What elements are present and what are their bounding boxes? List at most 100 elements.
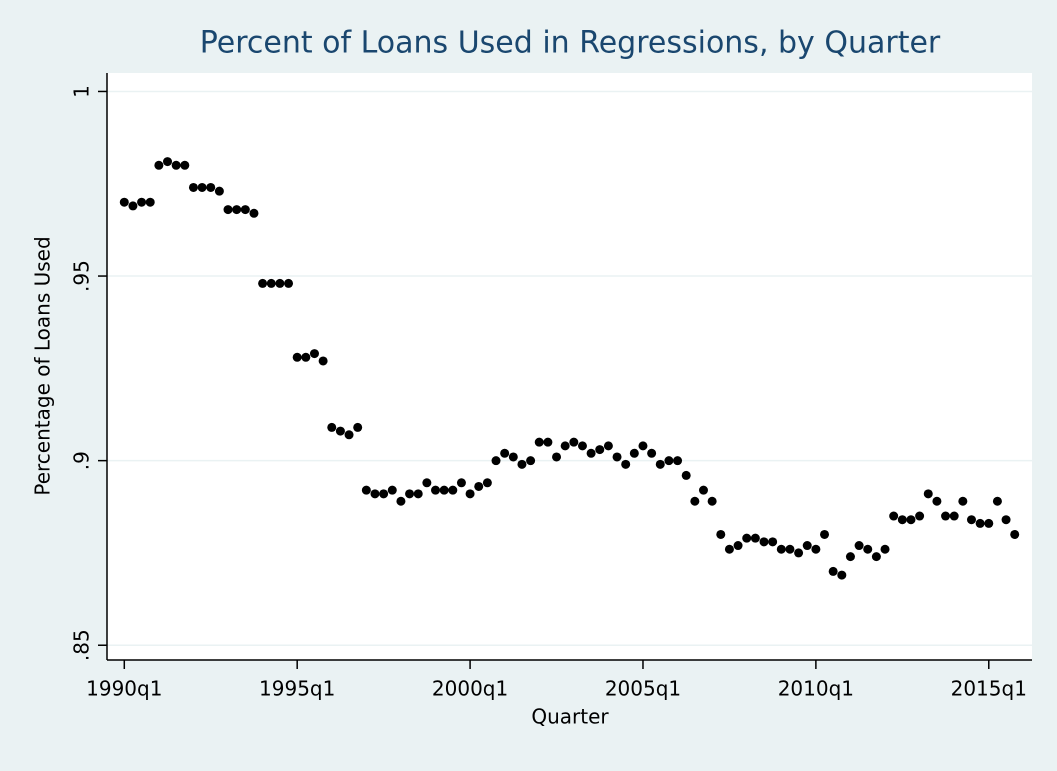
data-point — [249, 208, 259, 218]
data-point — [301, 352, 311, 362]
data-point — [353, 422, 363, 432]
x-tick-label: 2015q1 — [951, 677, 1027, 701]
data-point — [802, 541, 812, 551]
data-point — [318, 356, 328, 366]
y-tick-label: .85 — [70, 629, 94, 661]
data-point — [871, 552, 881, 562]
data-point — [958, 496, 968, 506]
data-point — [526, 456, 536, 466]
data-point — [923, 489, 933, 499]
data-point — [448, 485, 458, 495]
data-point — [180, 160, 190, 170]
data-point — [897, 515, 907, 525]
data-point — [854, 541, 864, 551]
y-tick-label: .9 — [70, 451, 94, 470]
data-point — [949, 511, 959, 521]
data-point — [586, 448, 596, 458]
data-point — [344, 430, 354, 440]
data-point — [258, 278, 268, 288]
data-point — [474, 481, 484, 491]
data-point — [163, 157, 173, 167]
data-point — [240, 205, 250, 215]
data-point — [128, 201, 138, 211]
x-tick-label: 2005q1 — [605, 677, 681, 701]
data-point — [482, 478, 492, 488]
data-point — [517, 459, 527, 469]
data-point — [785, 544, 795, 554]
data-point — [569, 437, 579, 447]
data-point — [716, 529, 726, 539]
data-point — [188, 182, 198, 192]
data-point — [733, 541, 743, 551]
data-point — [992, 496, 1002, 506]
data-point — [655, 459, 665, 469]
data-point — [889, 511, 899, 521]
data-point — [776, 544, 786, 554]
data-point — [292, 352, 302, 362]
data-point — [439, 485, 449, 495]
x-tick-label: 2010q1 — [778, 677, 854, 701]
data-point — [664, 456, 674, 466]
data-point — [880, 544, 890, 554]
x-tick-label: 1995q1 — [259, 677, 335, 701]
data-point — [145, 197, 155, 207]
data-point — [845, 552, 855, 562]
data-point — [932, 496, 942, 506]
data-point — [413, 489, 423, 499]
data-point — [552, 452, 562, 462]
data-point — [612, 452, 622, 462]
data-point — [1001, 515, 1011, 525]
data-point — [422, 478, 432, 488]
data-point — [595, 445, 605, 455]
data-point — [361, 485, 371, 495]
data-point — [828, 566, 838, 576]
data-point — [431, 485, 441, 495]
data-point — [577, 441, 587, 451]
data-point — [335, 426, 345, 436]
x-axis-label: Quarter — [531, 705, 609, 729]
data-point — [491, 456, 501, 466]
data-point — [560, 441, 570, 451]
data-point — [966, 515, 976, 525]
data-point — [370, 489, 380, 499]
data-point — [387, 485, 397, 495]
data-point — [941, 511, 951, 521]
data-point — [1010, 529, 1020, 539]
data-point — [465, 489, 475, 499]
data-point — [266, 278, 276, 288]
x-tick-label: 1990q1 — [86, 677, 162, 701]
y-axis-label: Percentage of Loans Used — [31, 236, 55, 495]
data-point — [837, 570, 847, 580]
data-point — [621, 459, 631, 469]
data-point — [405, 489, 415, 499]
data-point — [698, 485, 708, 495]
data-point — [171, 160, 181, 170]
data-point — [724, 544, 734, 554]
data-point — [647, 448, 657, 458]
data-point — [214, 186, 224, 196]
data-point — [396, 496, 406, 506]
data-point — [309, 349, 319, 359]
data-point — [690, 496, 700, 506]
data-point — [379, 489, 389, 499]
data-point — [327, 422, 337, 432]
data-point — [707, 496, 717, 506]
data-point — [759, 537, 769, 547]
data-point — [681, 470, 691, 480]
data-point — [629, 448, 639, 458]
data-point — [811, 544, 821, 554]
y-tick-label: .95 — [70, 260, 94, 292]
data-point — [750, 533, 760, 543]
data-point — [768, 537, 778, 547]
data-point — [915, 511, 925, 521]
data-point — [603, 441, 613, 451]
data-point — [223, 205, 233, 215]
y-tick-label: 1 — [70, 85, 94, 98]
data-point — [508, 452, 518, 462]
data-point — [137, 197, 147, 207]
data-point — [232, 205, 242, 215]
data-point — [275, 278, 285, 288]
data-point — [197, 182, 207, 192]
data-point — [673, 456, 683, 466]
